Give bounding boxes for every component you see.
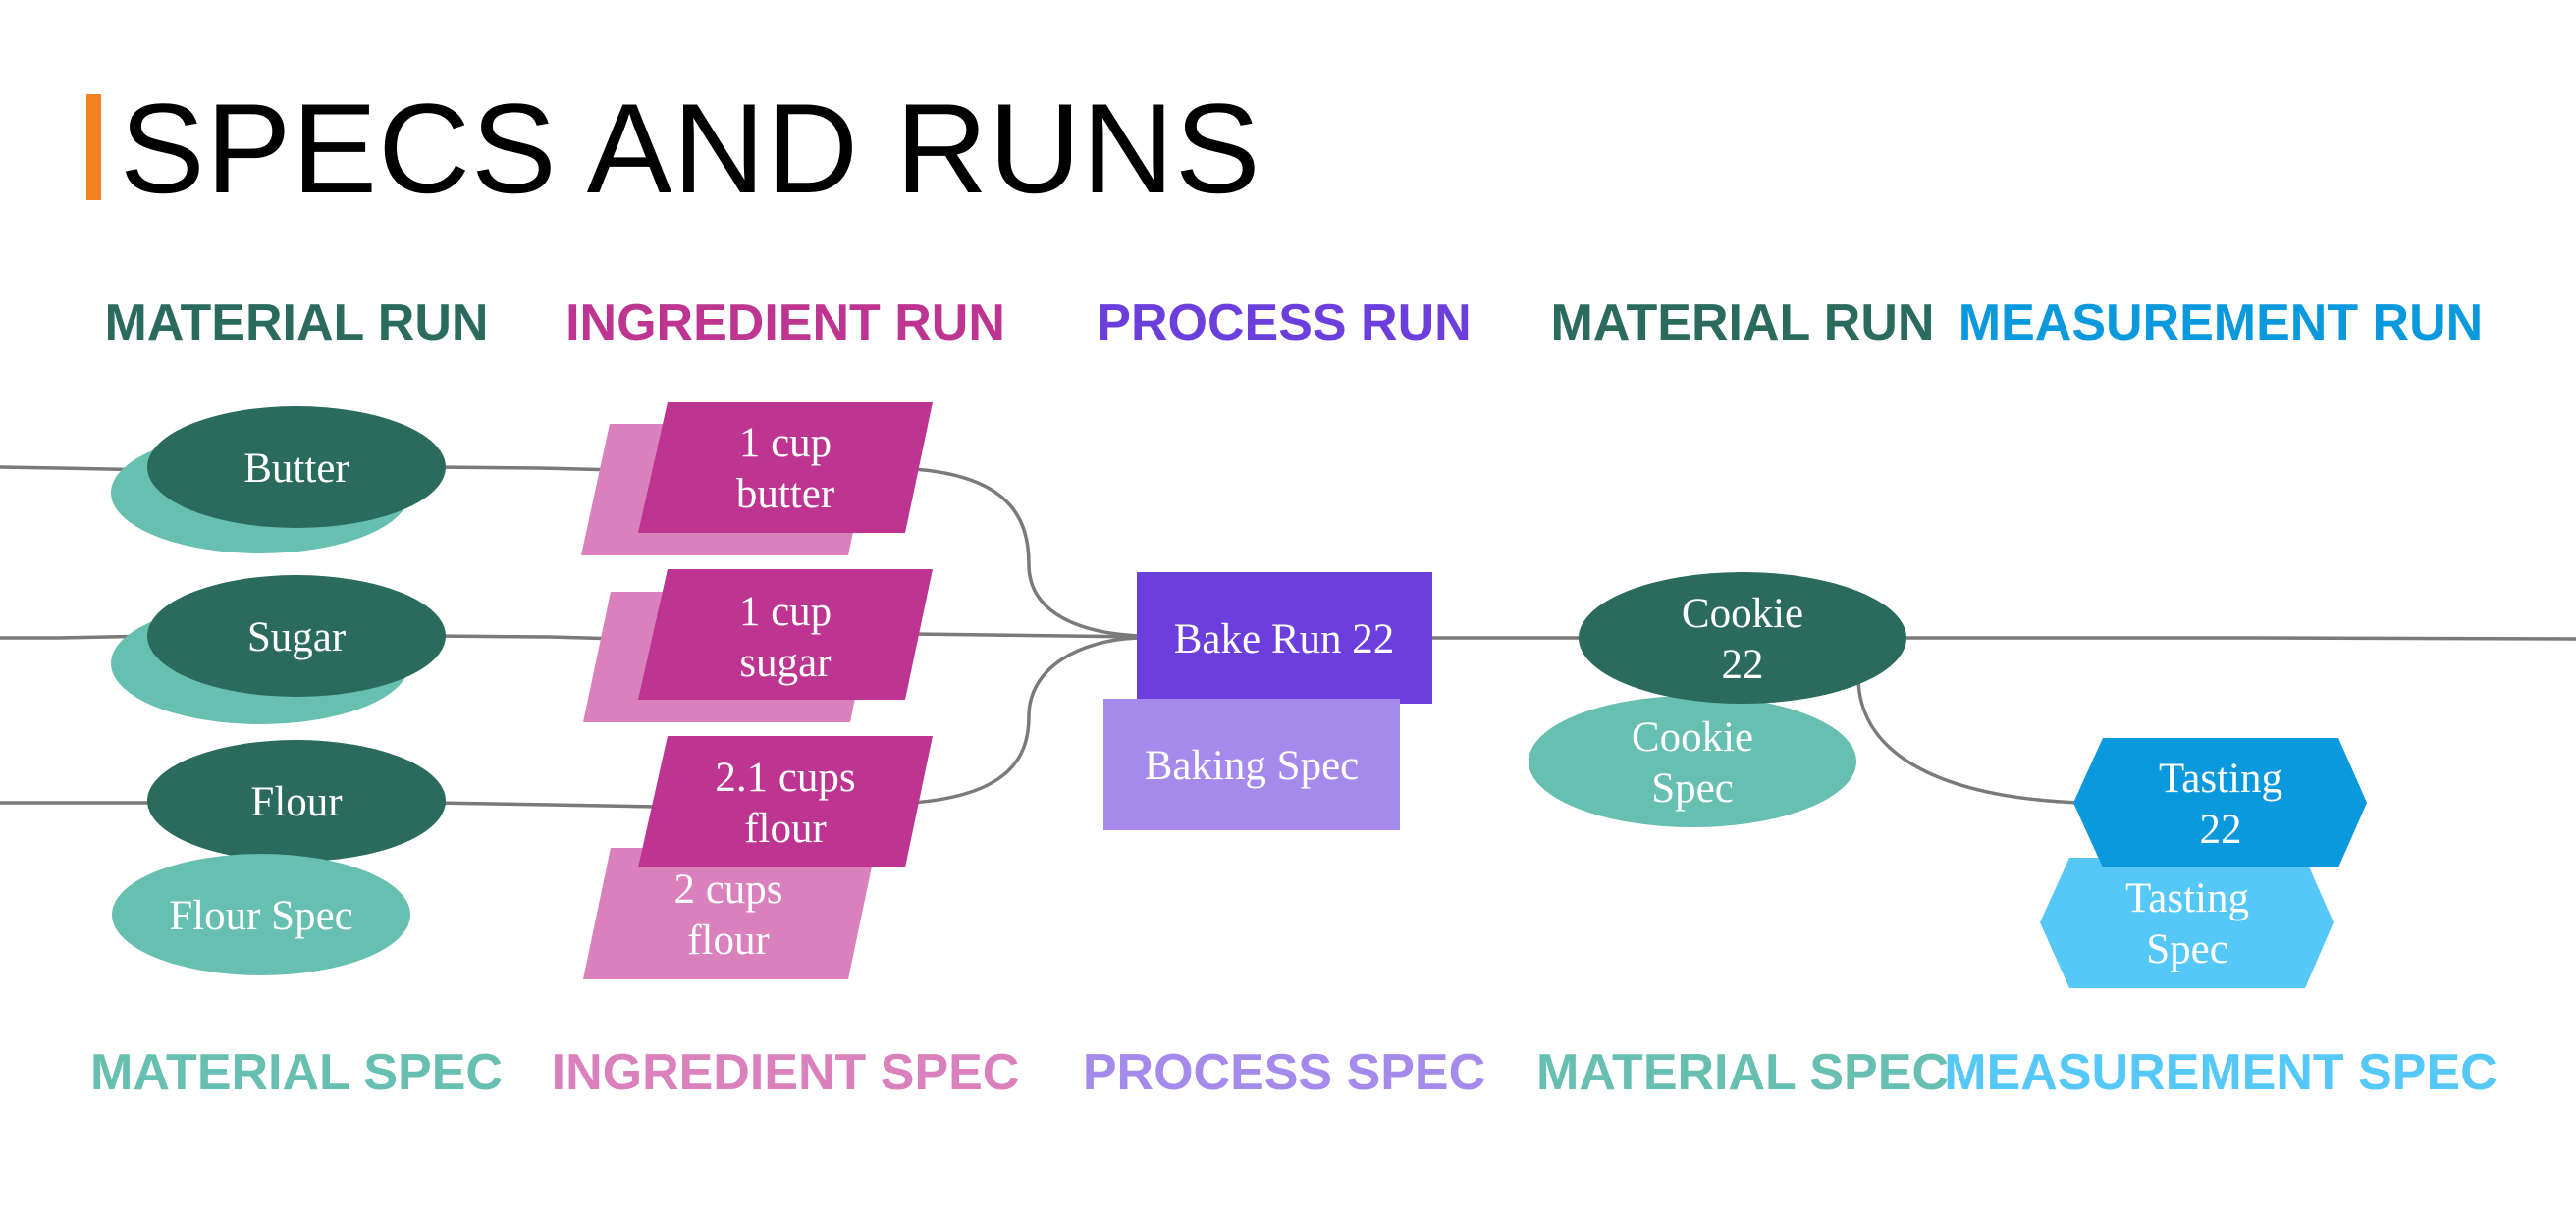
page-title: SPECS AND RUNS [120,77,1261,220]
baking-spec-node[interactable] [1103,699,1400,830]
sugar-run-label-line: Sugar [247,614,346,660]
cookie-run-label-line: 22 [1722,642,1764,688]
baking-spec-label-line: Baking Spec [1145,743,1360,789]
butter-ingredient-run-node[interactable] [638,402,933,533]
flour-ingredient-spec-label-line: 2 cups [673,867,782,913]
flour-ingredient-label-line: flour [744,806,827,852]
butter-ingredient-label: 1 cup butter [736,420,834,517]
butter-run-label: Butter [243,446,349,492]
tasting-run-label: Tasting 22 [2159,756,2282,853]
flour-ingredient-spec-label-line: flour [687,918,770,964]
header-measurement-spec: MEASUREMENT SPEC [1944,1044,2496,1101]
header-material-run-1: MATERIAL RUN [105,294,489,351]
sugar-ingredient-label: 1 cup sugar [739,589,832,686]
tasting-spec-node[interactable] [2040,858,2334,988]
flour-ingredient-label-line: 2.1 cups [715,755,855,801]
butter-ingredient-label-line: butter [736,471,834,517]
cookie-spec-label-line: Cookie [1632,714,1753,761]
butter-run-node[interactable] [147,406,446,528]
bake-run-label: Bake Run 22 [1174,616,1395,662]
edge-flour-to-ingredient [431,801,659,809]
header-material-spec-2: MATERIAL SPEC [1536,1044,1949,1101]
sugar-run-label: Sugar [247,614,346,660]
edge-sugar-in [0,634,158,640]
cookie-run-node[interactable] [1579,572,1906,704]
cookie-run-label: Cookie 22 [1682,591,1803,688]
edge-sugar-ingredient-to-bake [912,632,1140,639]
tasting-run-label-line: Tasting [2159,756,2282,802]
sugar-ingredient-run-node[interactable] [638,569,933,700]
cookie-spec-label: Cookie Spec [1632,714,1753,812]
edge-butter-ingredient-to-bake [912,467,1140,638]
title-accent-bar [86,94,101,200]
flour-ingredient-spec-node[interactable] [583,848,876,979]
sugar-run-node[interactable] [147,575,446,697]
header-material-spec-1: MATERIAL SPEC [90,1044,503,1101]
tasting-run-label-line: 22 [2200,807,2242,853]
butter-run-label-line: Butter [243,446,349,492]
header-process-spec: PROCESS SPEC [1083,1044,1485,1101]
flour-run-node[interactable] [147,740,446,862]
flour-ingredient-label: 2.1 cups flour [715,755,855,852]
baking-spec-label: Baking Spec [1145,743,1360,789]
cookie-spec-node[interactable] [1529,696,1856,827]
cookie-run-label-line: Cookie [1682,591,1803,637]
tasting-spec-label: Tasting Spec [2125,875,2249,972]
edge-cookie-out [1901,636,2576,641]
bake-run-label-line: Bake Run 22 [1174,616,1395,662]
header-ingredient-spec: INGREDIENT SPEC [552,1044,1020,1101]
bake-run-node[interactable] [1137,572,1432,704]
flour-spec-label: Flour Spec [169,893,353,939]
header-process-run: PROCESS RUN [1097,294,1471,351]
tasting-spec-label-line: Spec [2146,926,2228,972]
flour-ingredient-run-node[interactable] [638,736,933,867]
flour-run-label-line: Flour [250,779,342,825]
flour-run-label: Flour [250,779,342,825]
edges [0,465,2576,809]
edge-flour-ingredient-to-bake [912,636,1140,805]
header-material-run-2: MATERIAL RUN [1551,294,1935,351]
tasting-run-node[interactable] [2073,738,2367,867]
cookie-spec-label-line: Spec [1651,765,1734,812]
sugar-ingredient-label-line: 1 cup [739,589,832,635]
edge-cookie-to-tasting [1856,676,2082,805]
flour-spec-node[interactable] [112,854,410,975]
tasting-spec-label-line: Tasting [2125,875,2249,921]
header-measurement-run: MEASUREMENT RUN [1959,294,2483,351]
flour-ingredient-spec-label: 2 cups flour [673,867,782,964]
sugar-ingredient-label-line: sugar [739,640,831,686]
flour-spec-label-line: Flour Spec [169,893,353,939]
header-ingredient-run: INGREDIENT RUN [565,294,1005,351]
butter-ingredient-label-line: 1 cup [739,420,832,466]
